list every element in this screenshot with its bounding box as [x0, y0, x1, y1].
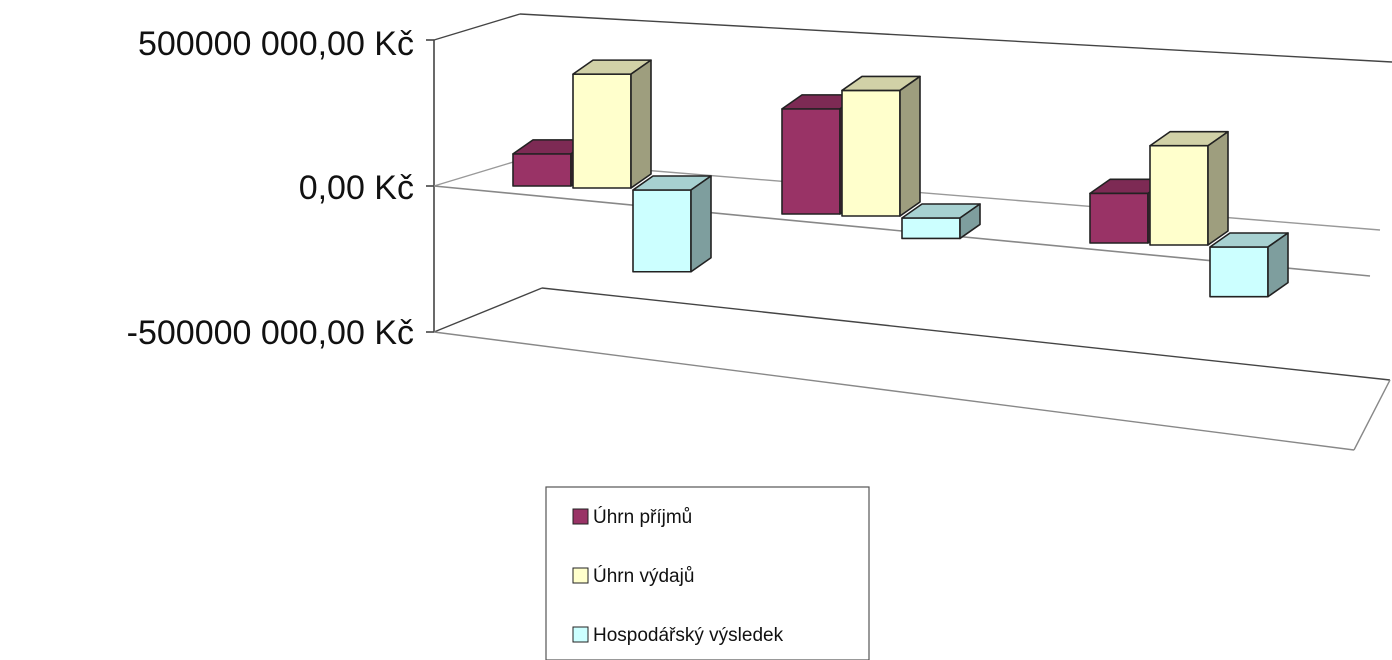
bar-side-face [1267, 232, 1289, 298]
bar-front-face [781, 108, 841, 215]
bar-vydaje-1 [572, 59, 652, 189]
legend-swatch-prijmy [572, 508, 589, 525]
back-wall-left-zero [433, 159, 521, 187]
bar-front-face [901, 217, 961, 240]
bar-side-face [899, 75, 921, 217]
y-axis-ticks: 500000 000,00 Kč 0,00 Kč -500000 000,00 … [127, 25, 414, 352]
bar-prijmy-1 [512, 139, 592, 187]
bar-vydaje-3 [1149, 130, 1229, 246]
bar-front-face [632, 189, 692, 273]
bar-side-face [959, 203, 981, 240]
bar-side-face [630, 59, 652, 189]
back-wall-zero-gridline [519, 159, 1381, 231]
bar-front-face [1089, 192, 1149, 244]
bar-front-face [1149, 144, 1209, 246]
bar-front-face [512, 153, 572, 187]
legend: Úhrn příjmů Úhrn výdajů Hospodářský výsl… [545, 486, 870, 660]
back-wall-top-edge [519, 13, 1392, 63]
legend-swatch-hospodarsky-vysledek [572, 626, 589, 643]
bar-vydaje-2 [841, 75, 921, 217]
legend-box [545, 486, 870, 660]
bar-hospodarsky-vysledek-2 [901, 203, 981, 240]
legend-label-prijmy: Úhrn příjmů [593, 506, 692, 528]
bar-front-face [841, 89, 901, 217]
bar-side-face [1207, 130, 1229, 246]
bar-hospodarsky-vysledek-1 [632, 175, 712, 273]
y-tick-label-top: 500000 000,00 Kč [138, 25, 414, 63]
bar-front-face [572, 73, 632, 189]
floor-left-edge [433, 287, 543, 333]
bars [512, 59, 1289, 298]
legend-label-hospodarsky-vysledek: Hospodářský výsledek [593, 625, 784, 646]
legend-swatch-vydaje [572, 567, 589, 584]
y-tick-label-zero: 0,00 Kč [299, 169, 414, 207]
floor-front-edge [433, 331, 1355, 451]
floor-back-edge [541, 287, 1391, 381]
legend-label-vydaje: Úhrn výdajů [593, 565, 694, 587]
bar-side-face [690, 175, 712, 273]
bar-front-face [1209, 246, 1269, 298]
y-tick-label-bottom: -500000 000,00 Kč [127, 314, 414, 352]
bar-hospodarsky-vysledek-3 [1209, 232, 1289, 298]
floor-right-edge [1353, 379, 1391, 451]
back-wall-left-top [433, 13, 521, 41]
